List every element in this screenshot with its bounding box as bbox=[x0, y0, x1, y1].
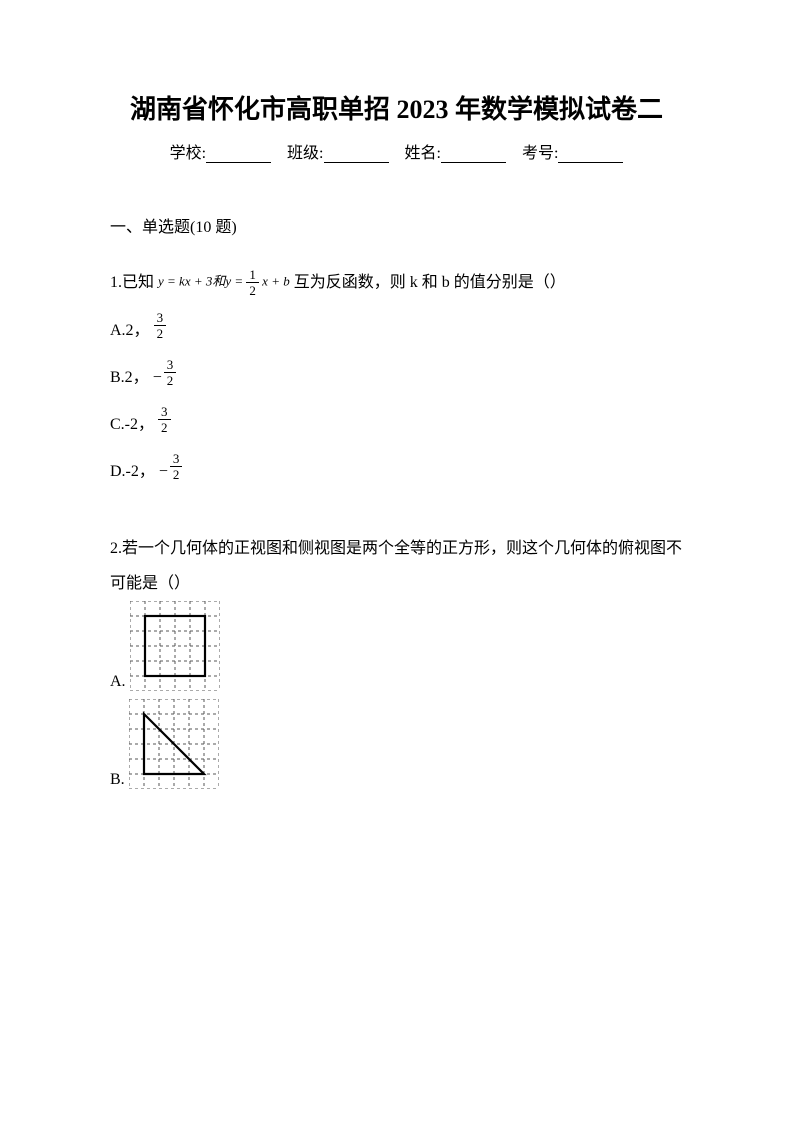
q1-option-c[interactable]: C.-2， 3 2 bbox=[110, 405, 683, 434]
q2-optB-figure bbox=[129, 699, 219, 789]
school-blank[interactable] bbox=[206, 147, 271, 163]
section-1-header: 一、单选题(10 题) bbox=[110, 213, 683, 237]
name-blank[interactable] bbox=[441, 147, 506, 163]
q1-formula-part1: y = kx + 3和y = bbox=[158, 273, 246, 288]
class-blank[interactable] bbox=[324, 147, 389, 163]
page-title: 湖南省怀化市高职单招 2023 年数学模拟试卷二 bbox=[110, 90, 683, 129]
q1-formula-frac-den: 2 bbox=[246, 283, 259, 297]
q1-optD-neg: − bbox=[159, 463, 168, 481]
q2-optB-label: B. bbox=[110, 771, 125, 789]
q1-optA-num: 3 bbox=[154, 311, 167, 326]
q1-optB-label: B.2， bbox=[110, 363, 149, 387]
student-info-line: 学校: 班级: 姓名: 考号: bbox=[110, 139, 683, 163]
q1-optC-den: 2 bbox=[158, 420, 171, 434]
q1-optA-den: 2 bbox=[154, 326, 167, 340]
q1-optD-label: D.-2， bbox=[110, 457, 155, 481]
q1-optB-num: 3 bbox=[164, 358, 177, 373]
q1-optD-den: 2 bbox=[170, 467, 183, 481]
q1-formula-frac-num: 1 bbox=[246, 268, 259, 283]
question-1: 1.已知 y = kx + 3和y = 1 2 x + b 互为反函数，则 k … bbox=[110, 267, 683, 299]
q2-optA-label: A. bbox=[110, 673, 126, 691]
q2-optA-figure bbox=[130, 601, 220, 691]
class-label: 班级: bbox=[287, 145, 323, 162]
question-2: 2.若一个几何体的正视图和侧视图是两个全等的正方形，则这个几何体的俯视图不可能是… bbox=[110, 531, 683, 601]
q1-formula: y = kx + 3和y = 1 2 x + b bbox=[158, 268, 290, 299]
q1-suffix: 互为反函数，则 k 和 b 的值分别是（） bbox=[294, 267, 566, 299]
examno-label: 考号: bbox=[522, 145, 558, 162]
q1-optC-frac: 3 2 bbox=[158, 405, 171, 434]
q1-prefix: 1.已知 bbox=[110, 267, 154, 299]
q1-optB-frac: 3 2 bbox=[164, 358, 177, 387]
name-label: 姓名: bbox=[405, 145, 441, 162]
q1-optA-label: A.2， bbox=[110, 316, 150, 340]
q1-optD-num: 3 bbox=[170, 452, 183, 467]
q1-option-a[interactable]: A.2， 3 2 bbox=[110, 311, 683, 340]
q1-option-b[interactable]: B.2， − 3 2 bbox=[110, 358, 683, 387]
q1-formula-frac: 1 2 bbox=[246, 268, 259, 297]
examno-blank[interactable] bbox=[558, 147, 623, 163]
q1-optC-label: C.-2， bbox=[110, 410, 154, 434]
q1-optA-frac: 3 2 bbox=[154, 311, 167, 340]
q1-optB-den: 2 bbox=[164, 373, 177, 387]
q1-formula-tail: x + b bbox=[262, 273, 290, 288]
q1-optD-frac: 3 2 bbox=[170, 452, 183, 481]
q2-option-b[interactable]: B. bbox=[110, 699, 683, 789]
q2-text: 2.若一个几何体的正视图和侧视图是两个全等的正方形，则这个几何体的俯视图不可能是… bbox=[110, 540, 682, 592]
q1-option-d[interactable]: D.-2， − 3 2 bbox=[110, 452, 683, 481]
q1-optB-neg: − bbox=[153, 369, 162, 387]
q2-option-a[interactable]: A. bbox=[110, 601, 683, 691]
q1-optC-num: 3 bbox=[158, 405, 171, 420]
school-label: 学校: bbox=[170, 145, 206, 162]
